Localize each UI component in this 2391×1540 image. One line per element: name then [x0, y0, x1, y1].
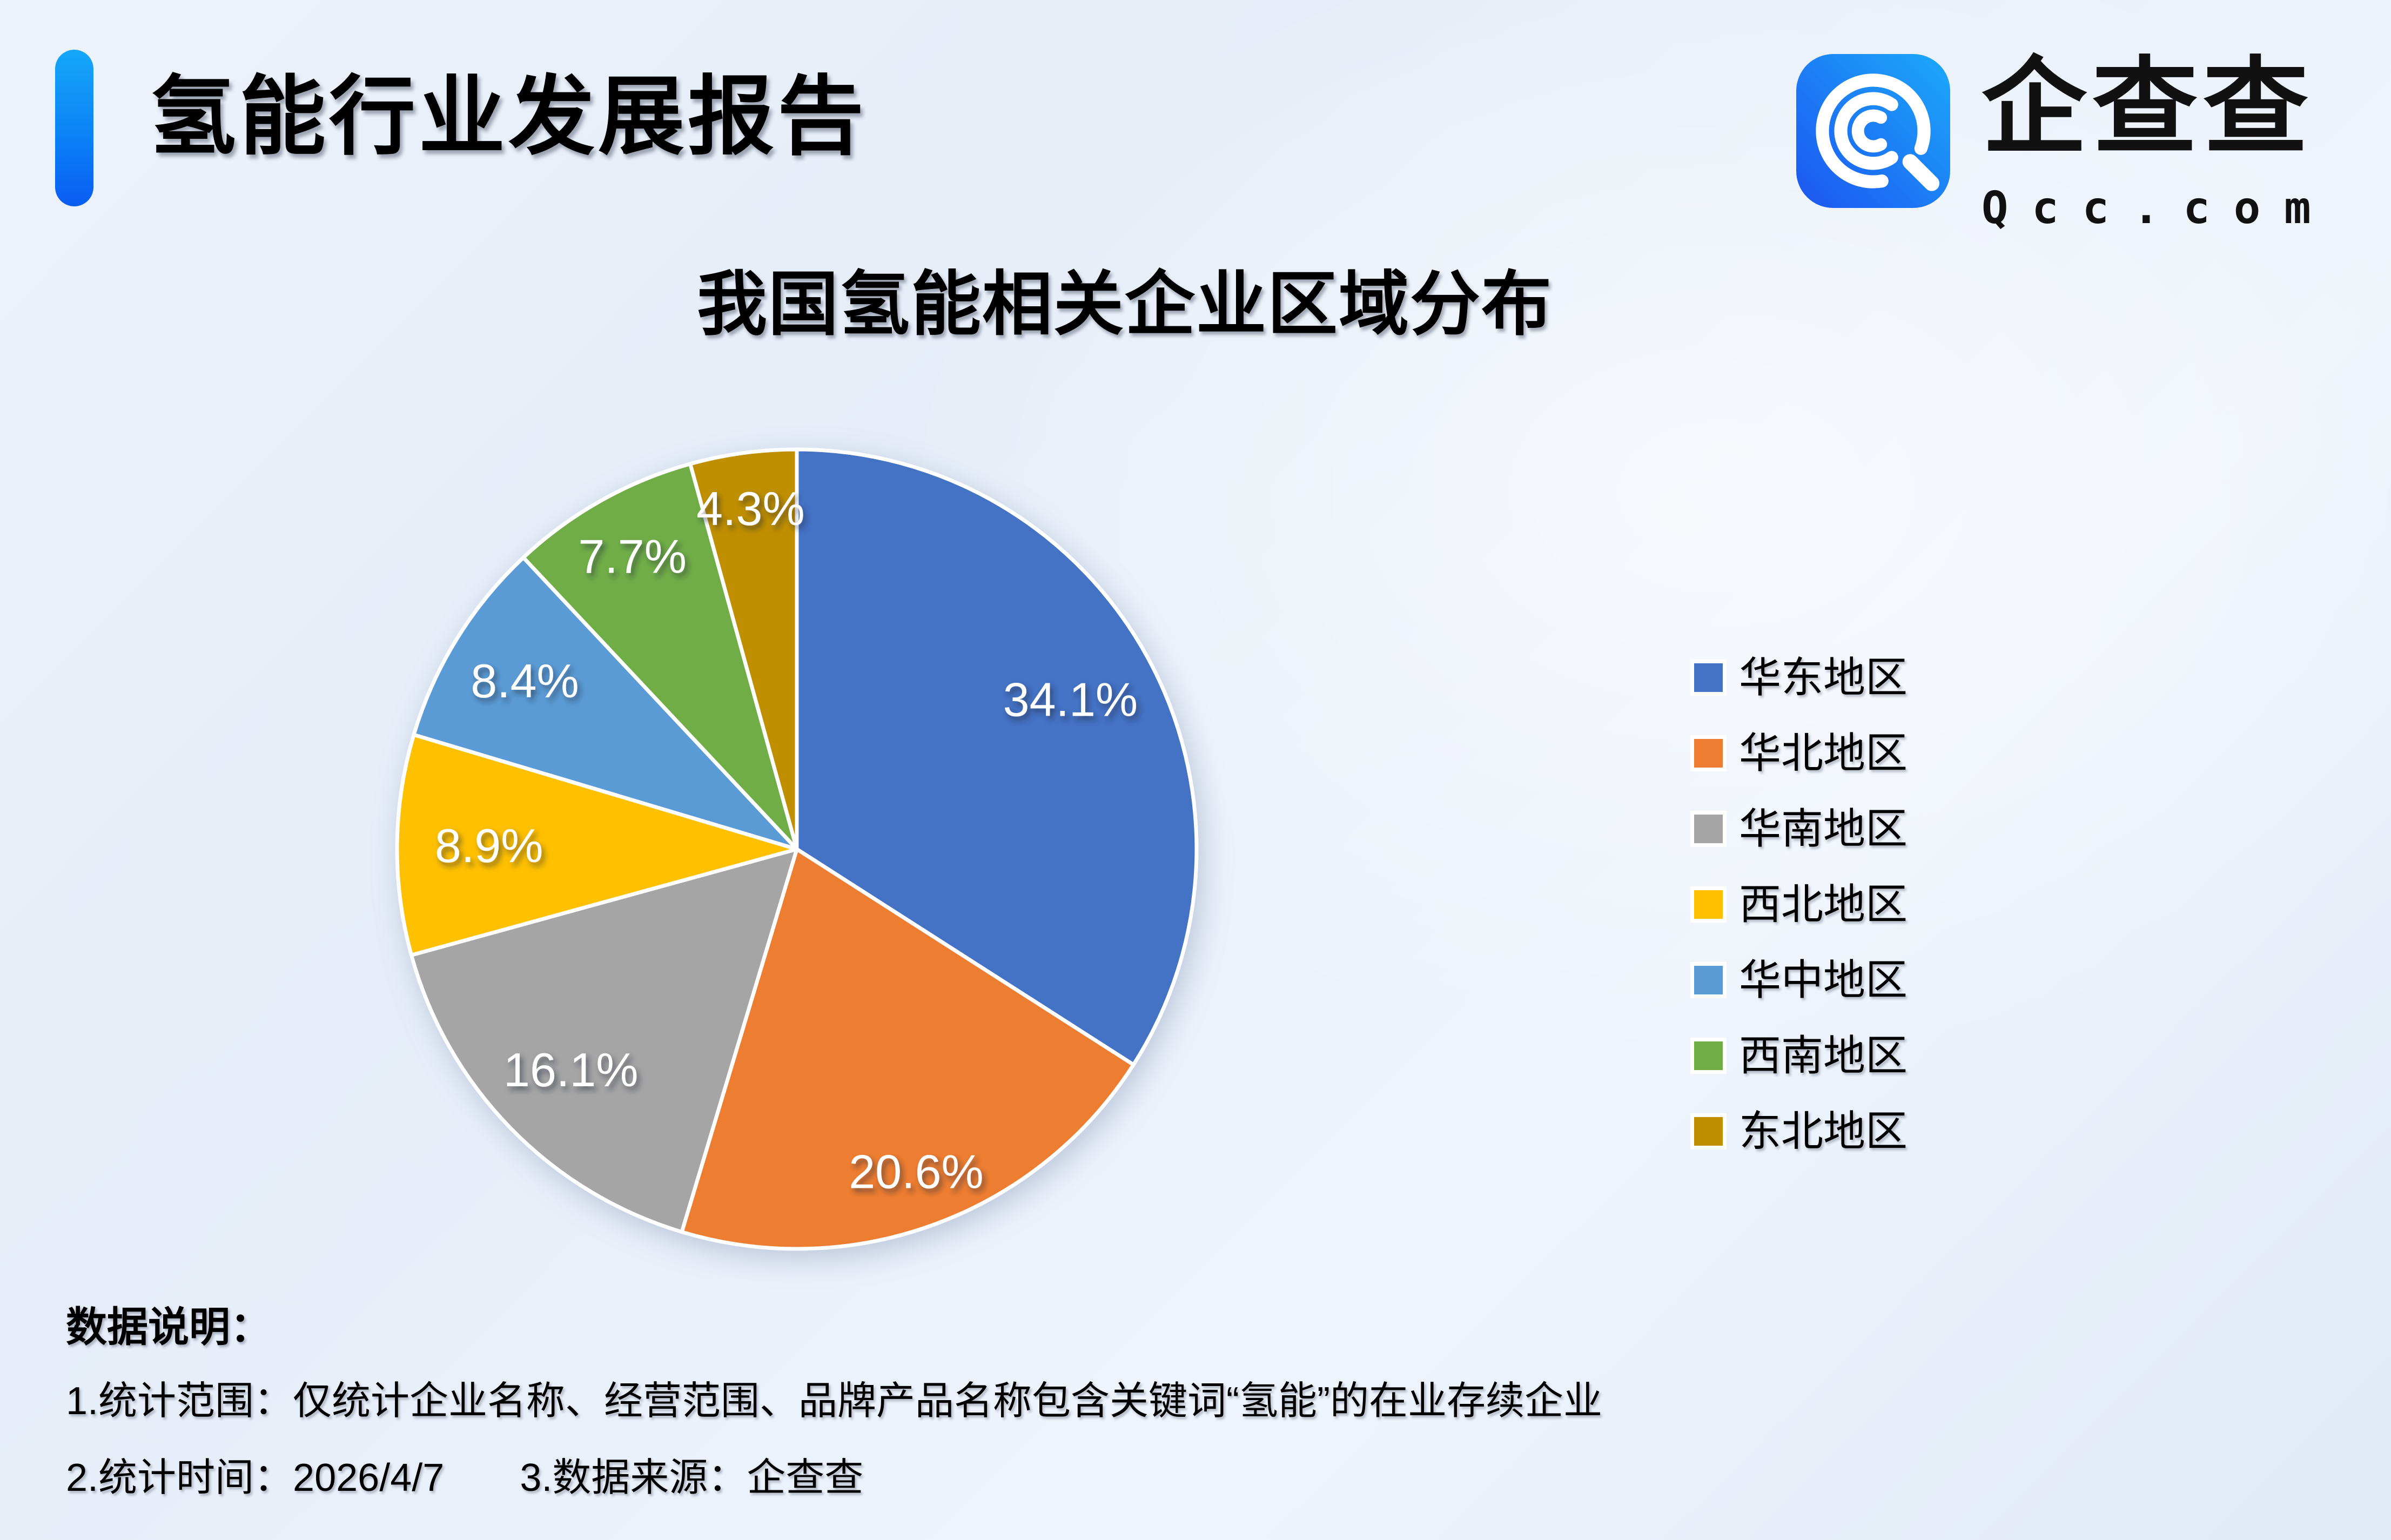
pie-label-西南地区: 7.7%: [578, 530, 687, 583]
legend-label: 华南地区: [1739, 805, 1908, 852]
pie-label-东北地区: 4.3%: [696, 482, 805, 535]
legend-item-华南地区: 华南地区: [1694, 791, 1908, 866]
legend-item-西南地区: 西南地区: [1694, 1018, 1908, 1093]
pie-slice-西南地区: [521, 462, 799, 851]
pie-label-华南地区: 16.1%: [503, 1043, 639, 1097]
legend-swatch: [1694, 738, 1723, 768]
legend-swatch: [1694, 663, 1723, 692]
pie-slice-东北地区: [688, 447, 799, 851]
pie-slice-华北地区: [680, 847, 1136, 1251]
qcc-logo: 企查查 Qcc.com: [1796, 54, 2335, 231]
legend-item-华北地区: 华北地区: [1694, 715, 1908, 791]
footnote-date: 2.统计时间：2026/4/7: [66, 1456, 445, 1499]
legend-label: 华北地区: [1739, 729, 1908, 777]
legend-swatch: [1694, 1041, 1723, 1070]
title-accent-bar: [55, 50, 93, 206]
pie-slice-华中地区: [412, 555, 799, 851]
footnote-heading: 数据说明：: [66, 1304, 271, 1350]
legend-swatch: [1694, 1117, 1723, 1146]
legend-label: 西北地区: [1739, 880, 1908, 928]
qcc-brand-name: 企查查: [1982, 49, 2314, 166]
footnote-scope: 1.统计范围：仅统计企业名称、经营范围、品牌产品名称包含关键词“氢能”的在业存续…: [66, 1380, 1603, 1423]
page-title: 氢能行业发展报告: [150, 68, 868, 165]
qcc-logo-icon: [1796, 54, 1950, 208]
chart-legend: 华东地区华北地区华南地区西北地区华中地区西南地区东北地区: [1694, 640, 1908, 1169]
pie-labels-group: 34.1% 20.6% 16.1% 8.9% 8.4% 7.7%4.3%: [435, 482, 1138, 1198]
legend-swatch: [1694, 890, 1723, 919]
pie-slice-西北地区: [395, 732, 799, 957]
pie-label-西北地区: 8.9%: [435, 819, 543, 872]
pie-slices-group: [395, 447, 1199, 1251]
legend-label: 东北地区: [1739, 1107, 1908, 1155]
legend-label: 西南地区: [1739, 1032, 1908, 1079]
legend-item-华东地区: 华东地区: [1694, 640, 1908, 715]
qcc-logo-text: 企查查 Qcc.com: [1982, 54, 2335, 231]
legend-item-西北地区: 西北地区: [1694, 866, 1908, 942]
qcc-domain: Qcc.com: [1982, 183, 2335, 234]
legend-label: 华中地区: [1739, 956, 1908, 1004]
pie-slice-华南地区: [409, 847, 799, 1234]
footnote-line2: 2.统计时间：2026/4/7 3.数据来源：企查查: [66, 1458, 1602, 1497]
legend-swatch: [1694, 965, 1723, 994]
chart-title: 我国氢能相关企业区域分布: [696, 265, 1553, 344]
pie-label-华中地区: 8.4%: [471, 654, 579, 708]
pie-chart: 34.1% 20.6% 16.1% 8.9% 8.4% 7.7%4.3%: [395, 447, 1199, 1251]
legend-label: 华东地区: [1739, 654, 1908, 701]
legend-swatch: [1694, 814, 1723, 843]
legend-item-东北地区: 东北地区: [1694, 1093, 1908, 1169]
footnote-source: 3.数据来源：企查查: [520, 1456, 864, 1499]
legend-item-华中地区: 华中地区: [1694, 942, 1908, 1018]
footnotes: 数据说明： 1.统计范围：仅统计企业名称、经营范围、品牌产品名称包含关键词“氢能…: [66, 1304, 1603, 1498]
pie-label-华北地区: 20.6%: [849, 1145, 984, 1198]
pie-label-华东地区: 34.1%: [1003, 673, 1138, 727]
